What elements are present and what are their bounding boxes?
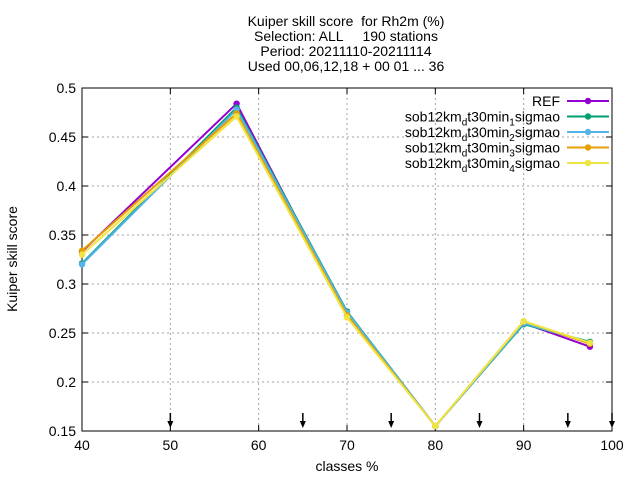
y-tick-label: 0.2: [57, 374, 77, 390]
series-lines: [78, 100, 594, 430]
legend-swatch-point: [584, 144, 592, 151]
data-point: [78, 261, 86, 268]
title-line-2: Selection: ALL 190 stations: [254, 28, 438, 44]
series-line: [81, 112, 591, 428]
legend-entry: sob12kmdt30min1sigmao: [405, 109, 609, 129]
class-boundary-arrow: [564, 413, 571, 428]
legend-swatch-point: [584, 113, 592, 120]
class-boundary-arrow: [609, 413, 615, 428]
data-point: [233, 113, 240, 120]
x-tick-label: 60: [251, 437, 267, 453]
class-boundary-markers: [167, 413, 615, 428]
legend-swatch-point: [584, 97, 592, 105]
class-boundary-arrow: [476, 413, 483, 428]
class-boundary-arrow: [167, 413, 174, 428]
data-point: [520, 318, 527, 325]
y-tick-label: 0.3: [57, 276, 77, 292]
title-line-3: Period: 20211110-20211114: [260, 43, 431, 59]
title-line-1: Kuiper skill score for Rh2m (%): [248, 13, 445, 29]
x-tick-label: 100: [600, 437, 624, 453]
x-tick-label: 90: [516, 437, 532, 453]
data-point: [586, 339, 594, 346]
series-sob12km_dt30min_4sigmao: [78, 113, 594, 430]
x-tick-label: 70: [339, 437, 355, 453]
legend-swatch-point: [584, 159, 592, 167]
title-line-4: Used 00,06,12,18 + 00 01 ... 36: [248, 58, 445, 74]
y-tick-label: 0.45: [49, 129, 76, 145]
legend-label: sob12kmdt30min1sigmao: [405, 109, 560, 129]
series-line: [81, 115, 591, 428]
legend-entry: sob12kmdt30min4sigmao: [405, 155, 609, 175]
data-point: [343, 314, 351, 321]
x-tick-label: 40: [74, 437, 90, 453]
class-boundary-arrow: [388, 413, 395, 428]
legend-label: REF: [532, 93, 560, 109]
legend-entry: sob12kmdt30min2sigmao: [405, 124, 609, 144]
axis-ticks: 40 50 60 70 80 90 100 0.15 0.2 0.25 0.3 0.35 0.4 0.45…: [49, 80, 624, 453]
y-tick-label: 0.4: [57, 178, 77, 194]
grid-lines: [82, 88, 612, 431]
legend-entry: sob12kmdt30min3sigmao: [405, 140, 609, 160]
chart-title: Kuiper skill score for Rh2m (%) Selectio…: [248, 13, 445, 74]
y-tick-label: 0.25: [49, 325, 76, 341]
data-point: [78, 251, 86, 258]
y-tick-label: 0.35: [49, 227, 76, 243]
x-tick-label: 50: [163, 437, 179, 453]
y-axis-label: Kuiper skill score: [4, 206, 20, 312]
legend: REFsob12kmdt30min1sigmaosob12kmdt30min2s…: [405, 93, 609, 175]
legend-label: sob12kmdt30min2sigmao: [405, 124, 560, 144]
y-tick-label: 0.15: [49, 423, 76, 439]
data-point: [432, 422, 439, 430]
legend-label: sob12kmdt30min4sigmao: [405, 155, 560, 175]
x-tick-label: 80: [428, 437, 444, 453]
y-tick-label: 0.5: [57, 80, 77, 96]
legend-swatch-point: [584, 128, 592, 136]
x-axis-label: classes %: [315, 458, 378, 474]
class-boundary-arrow: [299, 413, 306, 428]
legend-label: sob12kmdt30min3sigmao: [405, 140, 560, 160]
legend-entry: REF: [532, 93, 609, 109]
